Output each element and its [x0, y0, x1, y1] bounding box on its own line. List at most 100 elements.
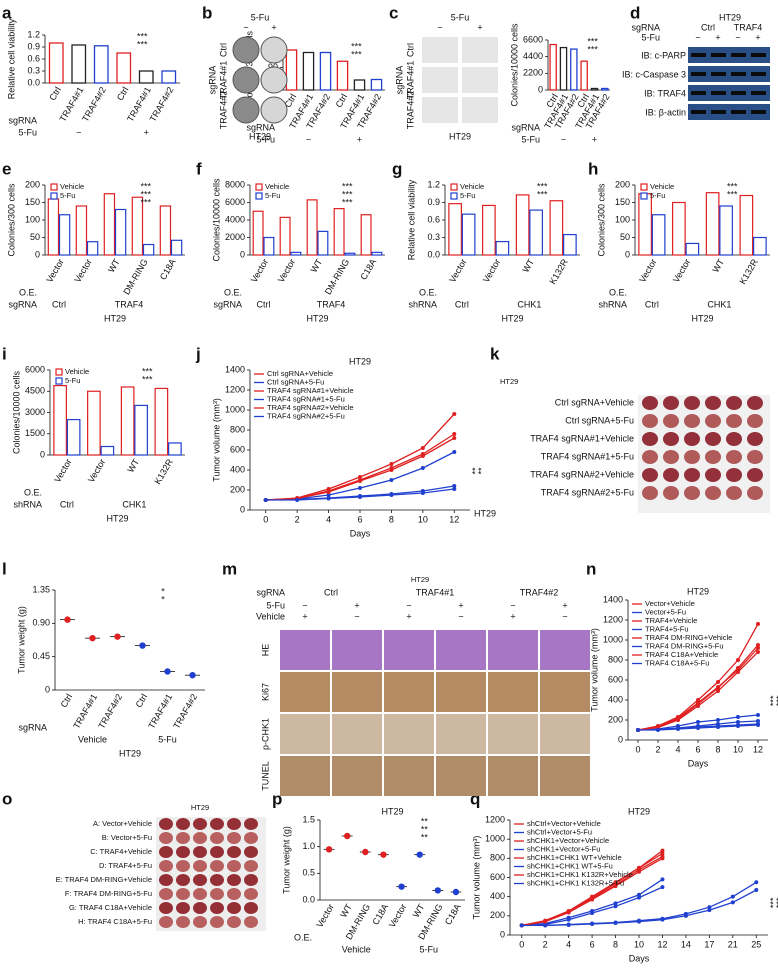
- marker: [326, 493, 331, 497]
- y-tick-label: 1400: [603, 594, 623, 604]
- row-label: TRAF4: [317, 299, 346, 309]
- y-axis-label: Colonies/300 cells: [596, 183, 606, 257]
- tumor: [684, 396, 700, 410]
- tumor: [705, 468, 721, 482]
- point: [398, 883, 405, 890]
- tumor: [193, 832, 207, 844]
- y-tick-label: 400: [490, 891, 505, 901]
- x-tick-label: DM-RING: [121, 257, 149, 296]
- significance: ***: [141, 181, 152, 191]
- legend-swatch: [255, 192, 263, 200]
- legend-label: TRAF4 sgRNA#2+Vehicle: [267, 403, 354, 412]
- point: [89, 634, 96, 642]
- level: −: [243, 22, 248, 32]
- marker: [590, 921, 595, 926]
- bar: [344, 252, 356, 256]
- y-tick-label: 4400: [523, 51, 543, 61]
- marker: [358, 475, 362, 479]
- x-tick-label: Vector: [52, 457, 73, 484]
- x-tick-label: DM-RING: [323, 257, 351, 296]
- footer: HT29: [106, 513, 128, 523]
- bar: [333, 208, 345, 256]
- legend-swatch: [50, 183, 58, 191]
- panel-label: n: [586, 559, 596, 578]
- y-tick-label: 1.2: [427, 179, 440, 189]
- y-tick-label: 1200: [225, 384, 245, 394]
- tumor: [227, 832, 241, 844]
- row-name: sgRNA: [213, 299, 242, 309]
- marker: [676, 718, 680, 722]
- y-tick-label: 100: [615, 214, 630, 224]
- panel-label: a: [2, 3, 12, 22]
- x-tick-label: TRAF4#1: [146, 692, 174, 730]
- bar: [87, 390, 101, 456]
- y-tick-label: 6000: [25, 364, 45, 374]
- tumor: [747, 432, 763, 446]
- x-tick-label: 10: [634, 939, 644, 949]
- tumor: [176, 818, 190, 830]
- tumor: [227, 860, 241, 872]
- tumor: [210, 916, 224, 928]
- legend-label: TRAF4 DM-RING+Vehicle: [645, 633, 732, 642]
- level: +: [562, 600, 567, 610]
- marker: [736, 658, 740, 662]
- bar: [360, 214, 372, 256]
- tumor: [227, 902, 241, 914]
- y-tick-label: 1.0: [302, 841, 315, 851]
- marker: [736, 670, 740, 674]
- marker: [452, 484, 457, 488]
- legend-swatch: [450, 192, 458, 200]
- y-tick-label: 4000: [225, 214, 245, 224]
- treatment: 5-Fu: [641, 32, 660, 42]
- micrograph: [332, 756, 382, 796]
- tumor: [747, 486, 763, 500]
- marker: [660, 877, 665, 882]
- tumor: [726, 486, 742, 500]
- level: +: [458, 600, 463, 610]
- x-tick-label: 2: [543, 939, 548, 949]
- legend-label: shCtrl+Vector+Vehicle: [527, 819, 601, 828]
- marker: [730, 894, 735, 899]
- x-tick-label: TRAF4#2: [96, 692, 124, 730]
- bar: [515, 194, 530, 256]
- x-tick-label: 12: [657, 939, 667, 949]
- band: [731, 72, 746, 76]
- bar: [168, 442, 182, 456]
- group: Ctrl: [701, 22, 715, 32]
- group: TRAF4: [734, 22, 763, 32]
- significance: **: [421, 832, 429, 842]
- point: [64, 616, 71, 623]
- level: −: [354, 611, 359, 621]
- marker: [696, 720, 700, 724]
- blot: [688, 85, 770, 101]
- level: −: [510, 600, 515, 610]
- x-tick-label: WT: [126, 457, 142, 475]
- row-label: CHK1: [517, 299, 541, 309]
- marker: [756, 650, 760, 654]
- marker: [660, 885, 665, 890]
- bar: [116, 52, 132, 84]
- tumor: [193, 916, 207, 928]
- marker: [754, 887, 759, 892]
- image: [422, 37, 458, 63]
- tumor: [726, 414, 742, 428]
- bar: [739, 194, 754, 256]
- marker: [420, 466, 425, 470]
- marker: [566, 922, 571, 927]
- row-label: A: Vector+Vehicle: [93, 819, 152, 828]
- cell-line: HT29: [719, 12, 741, 22]
- marker: [754, 880, 759, 885]
- row-name: shRNA: [408, 299, 437, 309]
- x-tick-label: 10: [733, 744, 743, 754]
- x-tick-label: Vector: [637, 257, 658, 284]
- legend-label: TRAF4 sgRNA#1+Vehicle: [267, 386, 354, 395]
- bar: [448, 203, 462, 256]
- micrograph: [540, 672, 590, 712]
- row-label: Ctrl: [257, 299, 271, 309]
- x-axis-label: Days: [629, 953, 650, 963]
- legend-label: TRAF4 C18A+Vehicle: [645, 650, 718, 659]
- point: [164, 668, 171, 675]
- x-tick-label: 17: [704, 939, 714, 949]
- chart-title: HT29: [349, 356, 371, 366]
- micrograph: [280, 672, 330, 712]
